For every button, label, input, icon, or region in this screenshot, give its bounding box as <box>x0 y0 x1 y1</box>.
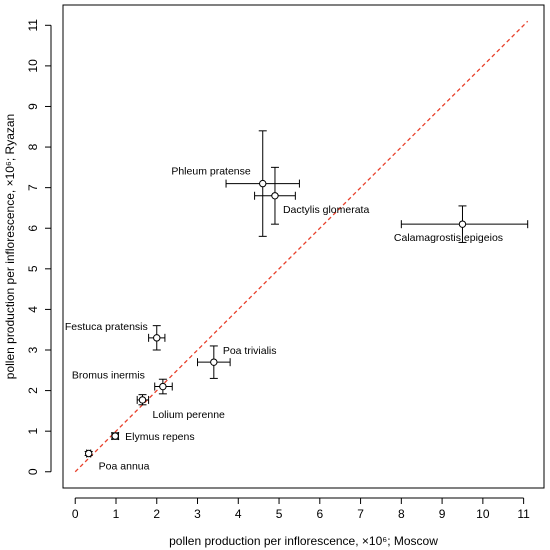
plot-frame <box>62 4 545 489</box>
point-labels: Poa annua Elymus repens Lolium perenne Brom… <box>65 166 503 473</box>
data-point <box>84 449 93 458</box>
x-tick-label: 11 <box>517 507 530 521</box>
x-tick-label: 4 <box>235 507 242 521</box>
y-tick-label: 8 <box>26 143 40 150</box>
point-label: Lolium perenne <box>152 409 225 421</box>
y-tick-label: 1 <box>26 428 40 435</box>
x-tick-label: 0 <box>72 507 79 521</box>
x-tick-label: 7 <box>357 507 364 521</box>
point-label: Dactylis glomerata <box>283 204 370 216</box>
x-tick-label: 8 <box>398 507 405 521</box>
y-tick-label: 2 <box>26 387 40 394</box>
data-point <box>259 179 267 188</box>
y-tick-label: 11 <box>26 19 40 32</box>
data-point <box>458 220 467 228</box>
data-point <box>111 432 119 440</box>
point-label: Poa annua <box>99 461 150 473</box>
point-label: Poa trivialis <box>223 345 277 357</box>
y-tick-label: 6 <box>26 225 40 232</box>
point-label: Elymus repens <box>125 431 194 443</box>
data-points <box>84 179 467 458</box>
point-label: Festuca pratensis <box>65 321 148 333</box>
x-tick-label: 3 <box>194 507 201 521</box>
data-point <box>271 192 279 200</box>
y-tick-label: 4 <box>26 306 40 313</box>
data-point <box>159 382 167 391</box>
x-tick-label: 2 <box>153 507 160 521</box>
data-point <box>210 358 218 366</box>
point-label: Bromus inermis <box>72 370 145 382</box>
x-tick-label: 10 <box>476 507 490 521</box>
error-bars <box>84 130 529 458</box>
data-point <box>138 396 147 404</box>
x-axis-label: pollen production per inflorescence, ×10… <box>169 534 438 548</box>
y-tick-label: 9 <box>26 103 40 110</box>
x-tick-label: 5 <box>276 507 283 521</box>
x-tick-label: 1 <box>113 507 120 521</box>
y-tick-label: 5 <box>26 265 40 272</box>
y-tick-label: 7 <box>26 184 40 191</box>
x-axis: 0 1 2 3 4 5 6 7 8 9 10 11 <box>72 497 530 521</box>
reference-line <box>74 20 529 473</box>
y-axis: 0 1 2 3 4 5 6 7 8 9 10 11 <box>26 19 52 475</box>
data-point <box>153 334 161 342</box>
x-tick-label: 6 <box>316 507 323 521</box>
y-tick-label: 3 <box>26 346 40 353</box>
x-tick-label: 9 <box>439 507 446 521</box>
point-label: Phleum pratense <box>171 166 251 178</box>
y-tick-label: 10 <box>26 59 40 73</box>
point-label: Calamagrostis epigeios <box>394 232 503 244</box>
y-axis-label: pollen production per inflorescence, ×10… <box>3 114 17 379</box>
y-tick-label: 0 <box>26 468 40 475</box>
